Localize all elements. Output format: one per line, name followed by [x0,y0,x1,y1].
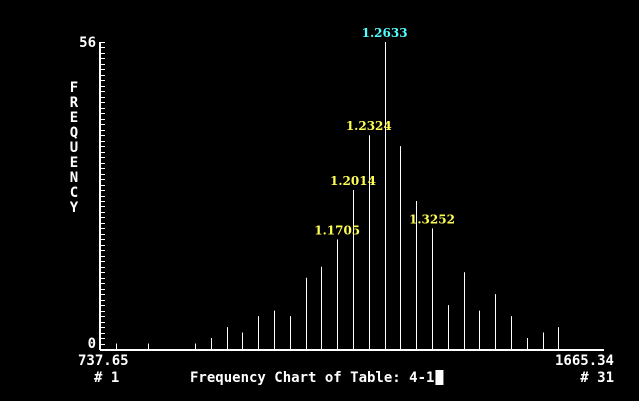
bar-value-label: 1.1705 [314,223,360,237]
y-axis-title-letter: E [70,110,78,126]
bar-value-label: 1.2324 [346,119,392,133]
y-axis-title-letter: N [70,170,78,186]
x-range-max-label: 1665.34 [555,353,614,369]
x-first-index-label: # 1 [94,370,119,386]
bar-labels-group: 1.1705 1.2014 1.2324 1.2633 1.3252 [314,26,455,237]
bar-value-label: 1.2633 [362,26,408,40]
y-tick-label-min: 0 [88,336,96,352]
x-range-min-label: 737.65 [78,353,129,369]
bar-value-label: 1.3252 [409,212,455,226]
y-axis-title-letter: U [70,140,78,156]
y-tick-label-max: 56 [79,35,96,51]
chart-title: Frequency Chart of Table: 4-1 [190,370,434,386]
y-axis-title-letter: F [70,80,78,96]
bars-group [116,42,559,349]
text-cursor [435,370,444,385]
y-axis-ticks [100,42,105,350]
bar-value-label: 1.2014 [330,174,376,188]
y-axis-title-letter: C [70,185,78,201]
y-axis-title-letter: Q [70,125,78,141]
x-last-index-label: # 31 [580,370,614,386]
y-axis-title-letter: E [70,155,78,171]
y-axis-title-letter: R [70,95,79,111]
y-axis-title-letter: Y [70,200,79,216]
